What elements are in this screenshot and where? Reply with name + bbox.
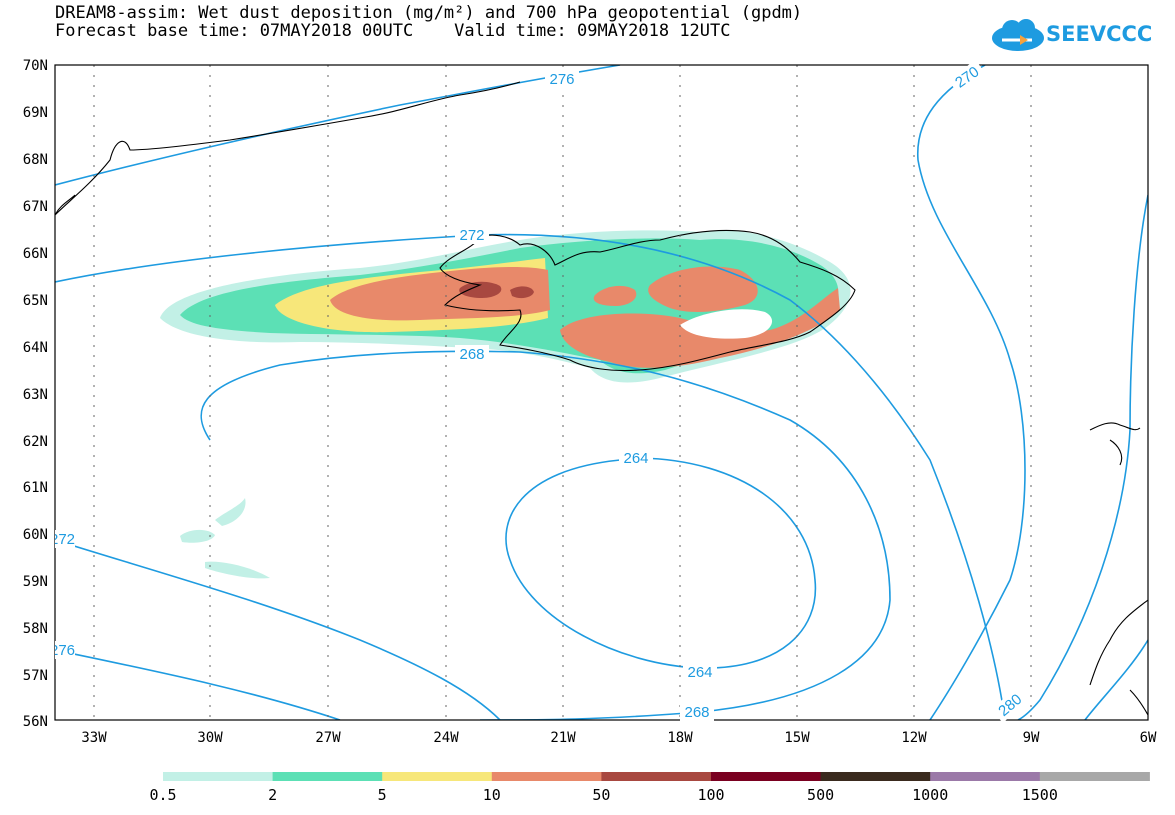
map-title: DREAM8-assim: Wet dust deposition (mg/m²… [55, 3, 803, 23]
contour-label: 268 [459, 346, 484, 363]
dust-shade-islands-2 [215, 498, 246, 526]
contour-276-south [55, 649, 341, 720]
dust-shade-10-west [330, 267, 550, 321]
lon-label: 24W [433, 730, 459, 746]
contour-label: 272 [50, 531, 75, 548]
greenland-coast [55, 81, 521, 216]
lat-label: 56N [23, 714, 48, 730]
contour-272-north [55, 233, 1006, 720]
lon-label: 33W [81, 730, 107, 746]
legend-swatch [272, 772, 383, 781]
lat-label: 68N [23, 152, 48, 168]
dust-shade-white-glacier [680, 309, 773, 339]
legend-label: 1000 [912, 786, 948, 804]
contour-label: 272 [459, 227, 484, 244]
contour-276-north [55, 65, 621, 186]
lat-label: 65N [23, 293, 48, 309]
legend-swatch [163, 772, 274, 781]
legend-label: 500 [807, 786, 834, 804]
iceland-coast [439, 229, 856, 372]
contour-label: 268 [684, 704, 709, 721]
legend-label: 2 [268, 786, 277, 804]
legend-swatch [491, 772, 602, 781]
logo-text: SEEVCCC [1046, 22, 1153, 46]
graticule [93, 65, 1032, 720]
legend-swatch [930, 772, 1041, 781]
dust-deposition-field [160, 230, 851, 579]
legend-label: 10 [483, 786, 501, 804]
lon-label: 9W [1023, 730, 1040, 746]
lat-label: 66N [23, 246, 48, 262]
lat-label: 57N [23, 668, 48, 684]
legend-label: 0.5 [149, 786, 176, 804]
lat-label: 59N [23, 574, 48, 590]
lon-label: 15W [784, 730, 810, 746]
dust-shade-50b [510, 286, 534, 299]
legend-swatch [820, 772, 931, 781]
scotland-coast [1089, 599, 1148, 716]
contour-labels: 276 270 272 268 264 264 268 272 276 280 [50, 59, 1029, 723]
dust-shade-islands-1 [180, 529, 215, 543]
legend: 0.5 2 5 10 50 100 500 1000 1500 [149, 772, 1150, 804]
legend-label: 1500 [1022, 786, 1058, 804]
contour-272-south [55, 539, 501, 720]
lat-label: 67N [23, 199, 48, 215]
lat-label: 62N [23, 434, 48, 450]
contour-268 [200, 350, 891, 720]
geopotential-contours [55, 65, 1148, 720]
contour-264 [505, 457, 817, 669]
contour-label: 276 [549, 71, 574, 88]
lat-label: 64N [23, 340, 48, 356]
contour-270-east [917, 65, 1026, 720]
contour-east-edge [1084, 639, 1148, 720]
map-frame [54, 64, 1149, 721]
lat-axis: 70N 69N 68N 67N 66N 65N 64N 63N 62N 61N … [23, 58, 48, 730]
lon-axis: 33W 30W 27W 24W 21W 18W 15W 12W 9W 6W [81, 730, 1157, 746]
lat-label: 63N [23, 387, 48, 403]
coastlines [55, 81, 1148, 716]
dust-shade-10-center [593, 285, 637, 306]
lat-label: 60N [23, 527, 48, 543]
cloud-icon [992, 19, 1044, 51]
legend-swatch [382, 772, 493, 781]
legend-label: 50 [592, 786, 610, 804]
lat-label: 58N [23, 621, 48, 637]
lat-label: 61N [23, 480, 48, 496]
dust-shade-10-north [648, 266, 758, 312]
map-subtitle: Forecast base time: 07MAY2018 00UTC Vali… [55, 21, 731, 41]
lon-label: 18W [667, 730, 693, 746]
logo [992, 19, 1044, 51]
faroe-islands [1089, 422, 1141, 466]
lon-label: 21W [550, 730, 576, 746]
lon-label: 27W [315, 730, 341, 746]
legend-swatch [1039, 772, 1150, 781]
legend-label: 5 [378, 786, 387, 804]
contour-label: 264 [687, 664, 712, 681]
legend-label: 100 [697, 786, 724, 804]
legend-swatch [711, 772, 822, 781]
dust-shade-islands-3 [205, 561, 270, 579]
dust-shade-50 [459, 281, 502, 298]
contour-label: 264 [623, 450, 648, 467]
contour-label: 276 [50, 642, 75, 659]
contour-280 [1017, 194, 1148, 720]
lon-label: 30W [197, 730, 223, 746]
lon-label: 6W [1140, 730, 1157, 746]
legend-swatch [601, 772, 712, 781]
lat-label: 70N [23, 58, 48, 74]
lon-label: 12W [901, 730, 927, 746]
lat-label: 69N [23, 105, 48, 121]
